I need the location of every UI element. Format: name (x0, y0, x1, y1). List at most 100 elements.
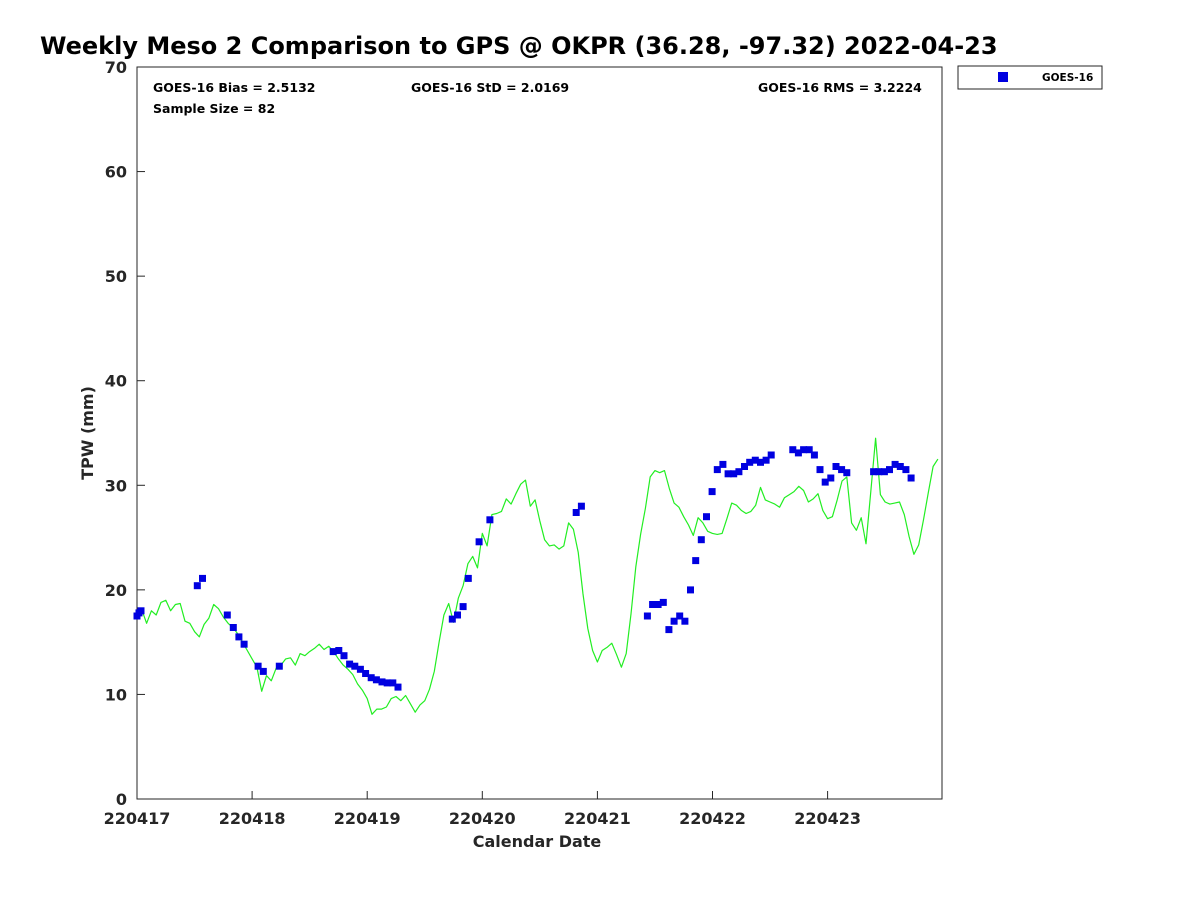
y-tick-label: 60 (105, 163, 127, 182)
goes16-data-point (880, 468, 888, 476)
goes16-data-point (659, 598, 667, 606)
y-axis-label: TPW (mm) (78, 386, 97, 480)
legend-box (957, 65, 1103, 90)
goes16-data-point (692, 557, 700, 565)
chart-title: Weekly Meso 2 Comparison to GPS @ OKPR (… (40, 32, 998, 60)
goes16-data-point (665, 626, 673, 634)
goes16-data-point (789, 446, 797, 454)
goes16-data-point (649, 601, 657, 608)
goes16-data-point (137, 607, 145, 615)
goes16-data-point (896, 463, 904, 470)
goes16-data-point (356, 665, 364, 673)
goes16-data-point (827, 474, 835, 482)
goes16-data-point (735, 468, 743, 476)
goes16-data-point (891, 460, 899, 468)
x-tick-label: 220422 (679, 809, 746, 828)
goes16-data-point (697, 536, 705, 544)
x-tick-label: 220418 (219, 809, 286, 828)
goes16-data-point (687, 586, 694, 594)
goes16-data-point (730, 470, 738, 478)
goes16-data-point (886, 466, 893, 474)
goes16-data-point (719, 460, 727, 468)
goes16-data-point (902, 466, 910, 474)
goes16-data-point (843, 469, 851, 477)
x-tick-label: 220421 (564, 809, 631, 828)
x-tick-label: 220420 (449, 809, 516, 828)
goes16-data-point (670, 617, 678, 625)
legend-label-goes16: GOES-16 (1042, 72, 1093, 84)
y-tick-label: 20 (105, 581, 127, 600)
goes16-data-point (340, 652, 348, 660)
goes16-data-point (800, 446, 808, 454)
goes16-data-point (362, 670, 370, 677)
x-tick-label: 220423 (794, 809, 861, 828)
goes16-data-point (475, 538, 483, 546)
stat-bias: GOES-16 Bias = 2.5132 (153, 80, 315, 95)
goes16-data-point (199, 574, 206, 582)
stat-rms: GOES-16 RMS = 3.2224 (758, 80, 922, 95)
goes16-data-point (383, 679, 391, 687)
y-axis: 0 10 20 30 40 50 60 70 (105, 58, 145, 809)
goes16-data-point (724, 470, 732, 478)
goes16-data-point (708, 488, 716, 496)
goes16-data-point (459, 603, 467, 611)
goes16-data-point (810, 451, 818, 459)
x-tick-label: 220419 (334, 809, 401, 828)
plot-area (136, 66, 943, 800)
goes16-data-point (870, 468, 878, 476)
goes16-data-point (654, 601, 662, 608)
y-tick-label: 0 (116, 790, 127, 809)
y-tick-label: 50 (105, 267, 127, 286)
goes16-data-point (751, 456, 759, 464)
goes16-data-point (486, 516, 494, 524)
goes16-data-point (254, 662, 262, 670)
gps-tpw-line (136, 437, 939, 715)
goes16-data-point (816, 466, 824, 474)
goes16-data-point (762, 456, 770, 464)
goes16-data-point (907, 474, 915, 482)
goes16-data-point (805, 446, 813, 454)
x-axis-label: Calendar Date (473, 832, 602, 851)
goes16-data-point (643, 612, 651, 620)
y-tick-label: 40 (105, 372, 127, 391)
goes16-data-point (378, 678, 386, 686)
x-tick-label: 220417 (104, 809, 171, 828)
goes16-data-point (794, 449, 802, 457)
goes16-data-point (713, 466, 721, 474)
goes16-data-point (346, 660, 354, 668)
goes16-data-point (454, 611, 461, 619)
goes16-data-point (235, 633, 243, 641)
goes16-data-point (767, 451, 775, 459)
goes16-data-point (757, 458, 764, 466)
goes16-data-point (223, 611, 231, 619)
goes16-data-point (193, 582, 201, 590)
goes16-data-point (275, 662, 283, 670)
stat-sample-size: Sample Size = 82 (153, 101, 275, 116)
goes16-data-point (240, 640, 248, 648)
goes16-data-point (367, 674, 375, 682)
stat-std: GOES-16 StD = 2.0169 (411, 80, 569, 95)
goes16-data-point (681, 617, 689, 625)
goes16-data-point (832, 463, 840, 470)
goes16-data-point (394, 683, 402, 691)
legend-marker-goes16 (998, 72, 1008, 82)
legend: GOES-16 (957, 65, 1103, 90)
goes16-data-point (329, 648, 337, 656)
goes16-data-point (838, 466, 846, 474)
goes16-data-point (229, 624, 237, 631)
goes16-data-point (389, 679, 397, 687)
goes16-data-point (741, 463, 748, 470)
series-layer (133, 437, 939, 715)
goes16-data-point (746, 458, 754, 466)
goes16-data-point (259, 667, 267, 675)
y-tick-label: 70 (105, 58, 127, 77)
x-axis: 220417 220418 220419 220420 220421 220422 2204… (104, 791, 861, 828)
y-tick-label: 10 (105, 685, 127, 704)
goes16-data-point (372, 676, 380, 684)
goes16-data-point (572, 509, 580, 516)
goes16-data-point (335, 647, 343, 654)
y-tick-label: 30 (105, 476, 127, 495)
goes16-data-point (676, 612, 684, 620)
goes16-data-point (703, 513, 710, 521)
